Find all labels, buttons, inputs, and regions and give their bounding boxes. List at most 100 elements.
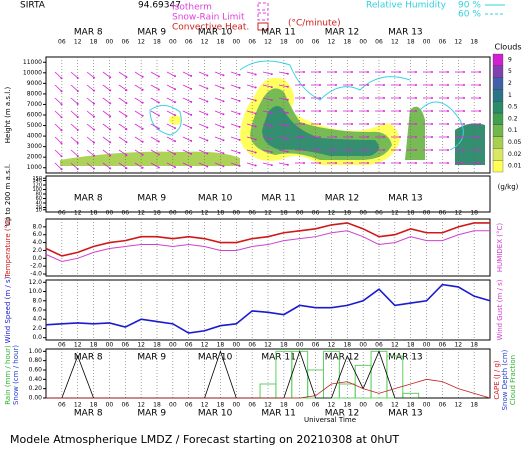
wind-arrow-head <box>173 166 176 169</box>
colorbar-label: 0.2 <box>508 115 518 122</box>
wind-arrow-head <box>431 84 433 86</box>
wind-arrow-head <box>303 97 305 99</box>
day-label: MAR 10 <box>198 28 233 38</box>
wind-arrow <box>198 149 208 154</box>
x-tick-label: 00 <box>232 402 240 409</box>
day-label: MAR 13 <box>388 194 423 204</box>
wind-arrow-head <box>125 154 128 157</box>
x-tick-label: 12 <box>328 210 336 217</box>
wind-arrow <box>182 149 192 155</box>
wind-arrow-head <box>157 153 160 156</box>
day-label: MAR 13 <box>388 28 423 38</box>
x-tick-label: 00 <box>296 210 304 217</box>
x-tick-label: 18 <box>280 39 288 46</box>
colorbar-box <box>492 112 504 125</box>
x-tick-label: 00 <box>169 402 177 409</box>
wind-arrow-head <box>335 97 337 99</box>
wind-arrow-head <box>431 136 433 138</box>
wind-arrow-head <box>431 71 433 73</box>
wind-arrow-head <box>76 141 79 144</box>
wind-arrow-head <box>125 128 128 131</box>
wind-arrow-head <box>254 138 257 141</box>
x-tick-label: 06 <box>439 402 447 409</box>
wind-arrow-head <box>125 89 128 92</box>
wind-arrow-head <box>60 116 63 119</box>
x-tick-label: 18 <box>90 39 98 46</box>
day-label: MAR 11 <box>261 28 296 38</box>
x-tick-label: 12 <box>201 402 209 409</box>
wind-arrow-head <box>399 84 401 86</box>
y-tick-label: 0.60 <box>29 367 43 374</box>
x-tick-label: 00 <box>423 210 431 217</box>
wind-arrow <box>262 84 272 88</box>
wind-arrow-head <box>463 162 465 164</box>
wind-arrow-head <box>76 154 79 157</box>
x-tick-label: 06 <box>185 210 193 217</box>
wind-arrow <box>182 71 192 77</box>
legend-swatch <box>257 12 269 21</box>
series-line <box>45 222 490 257</box>
x-tick-label: 18 <box>153 402 161 409</box>
y-tick-label: 80 <box>36 192 42 198</box>
y-tick-label: 1.00 <box>29 348 43 355</box>
wind-arrow <box>118 71 127 78</box>
colorbar-label: 0.01 <box>508 163 522 170</box>
wind-arrow-head <box>222 126 225 129</box>
wind-arrow-head <box>173 101 176 104</box>
wind-arrow-head <box>367 123 369 125</box>
wind-arrow-head <box>415 71 417 73</box>
axis-title: HUMIDEX (°C) <box>496 223 504 272</box>
legend-swatch <box>257 22 269 31</box>
wind-arrow-head <box>319 136 321 138</box>
wind-arrow <box>150 162 159 168</box>
x-tick-label: 18 <box>90 402 98 409</box>
colorbar-box <box>492 160 504 173</box>
wind-arrow <box>230 123 240 128</box>
wind-arrow-head <box>173 75 176 78</box>
x-tick-label: 06 <box>439 210 447 217</box>
wind-arrow-head <box>383 136 385 138</box>
wind-arrow <box>70 84 79 92</box>
legend-label: Snow-Rain Limit <box>172 13 245 23</box>
wind-arrow-head <box>351 149 353 151</box>
wind-arrow-head <box>141 166 144 169</box>
colorbar-box <box>492 53 504 66</box>
x-tick-label: 18 <box>217 39 225 46</box>
wind-arrow-head <box>367 110 369 112</box>
wind-arrow <box>54 149 62 157</box>
wind-arrow-head <box>157 127 160 130</box>
wind-arrow <box>150 84 159 90</box>
wind-arrow-head <box>92 141 95 144</box>
wind-arrow-head <box>270 99 273 102</box>
x-tick-label: 00 <box>106 402 114 409</box>
footer: Modele Atmospherique LMDZ / Forecast sta… <box>10 433 399 446</box>
station: SIRTA <box>20 1 46 11</box>
wind-arrow <box>54 162 62 170</box>
y-tick-label: 10.0 <box>29 288 43 295</box>
wind-arrow-head <box>254 99 257 102</box>
axis-title: Wind Speed (m / s) <box>4 276 12 343</box>
wind-arrow <box>246 110 256 114</box>
wind-arrow-head <box>206 139 209 142</box>
wind-arrow <box>198 110 208 115</box>
series-line <box>45 230 490 262</box>
wind-arrow-head <box>141 140 144 143</box>
wind-arrow-head <box>415 123 417 125</box>
wind-arrow <box>86 71 95 78</box>
y-tick-label: 5000 <box>27 122 42 129</box>
y-tick-label: 10000 <box>23 69 42 76</box>
wind-arrow-head <box>173 127 176 130</box>
wind-arrow-head <box>206 126 209 129</box>
y-tick-label: 120 <box>32 183 42 189</box>
legend-unit: (°C/minute) <box>288 19 341 29</box>
wind-arrow <box>230 162 240 167</box>
series-line <box>46 378 491 399</box>
colorbar-label: 0.05 <box>508 139 522 146</box>
x-tick-label: 06 <box>248 39 256 46</box>
wind-arrow <box>102 149 111 156</box>
wind-arrow-head <box>286 72 289 75</box>
wind-arrow-head <box>351 123 353 125</box>
x-tick-label: 12 <box>264 342 272 349</box>
wind-arrow <box>262 71 272 75</box>
wind-arrow-head <box>125 141 128 144</box>
